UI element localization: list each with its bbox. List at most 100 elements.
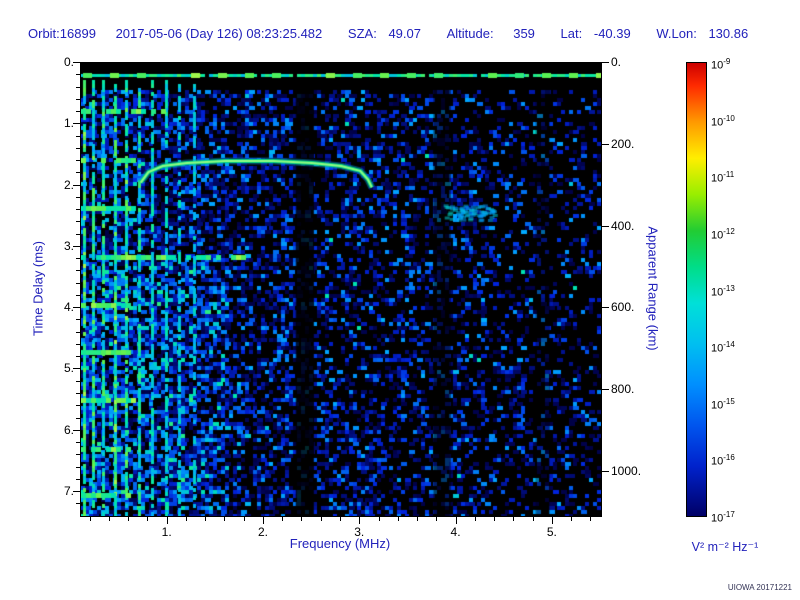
y-axis-minor-tick	[76, 356, 80, 358]
y-axis-minor-tick	[76, 233, 80, 235]
x-axis-minor-tick	[340, 517, 341, 521]
colorbar-tick-label: 10-14	[711, 340, 735, 355]
x-axis-tick-label: 4.	[450, 525, 461, 539]
y-axis-minor-tick	[76, 343, 80, 345]
y-axis-minor-tick	[76, 466, 80, 468]
x-axis-minor-tick	[436, 517, 438, 521]
y-axis-tick	[73, 184, 80, 186]
x-axis-minor-tick	[320, 517, 322, 521]
range-axis-tick-label: 600.	[611, 300, 635, 315]
spectrogram-plot	[80, 62, 602, 517]
altitude-label: Altitude:	[446, 26, 494, 41]
y-axis-minor-tick	[76, 442, 80, 444]
x-axis-minor-tick	[397, 517, 399, 521]
header-info: Orbit:16899 2017-05-06 (Day 126) 08:23:2…	[28, 26, 748, 41]
x-axis-minor-tick	[205, 517, 207, 521]
range-axis-tick-label: 400.	[611, 218, 635, 233]
y-axis-minor-tick	[76, 270, 80, 272]
range-axis-tick	[602, 62, 609, 63]
range-axis-tick-label: 800.	[611, 382, 635, 397]
x-axis-tick	[455, 517, 457, 524]
x-axis-minor-tick	[571, 517, 573, 521]
y-axis-minor-tick	[76, 160, 80, 162]
wlon-value: 130.86	[708, 26, 749, 41]
range-axis-tick	[602, 307, 609, 309]
range-axis-tick	[602, 389, 609, 391]
lat-label: Lat:	[560, 26, 583, 41]
y-axis-minor-tick	[76, 454, 80, 456]
y-axis-minor-tick	[76, 478, 80, 480]
x-axis-minor-tick	[185, 517, 187, 521]
colorbar	[686, 62, 707, 517]
y-axis-minor-tick	[76, 221, 80, 223]
y-axis-minor-tick	[76, 98, 80, 100]
y-axis-minor-tick	[76, 209, 80, 211]
x-axis-minor-tick	[89, 517, 91, 521]
y-axis-tick	[73, 123, 80, 125]
colorbar-tick-label: 10-11	[711, 170, 735, 185]
x-axis-minor-tick	[128, 517, 130, 521]
range-axis-tick	[602, 470, 609, 472]
y-axis-tick-label: 2.	[63, 177, 74, 192]
range-axis-tick	[602, 143, 609, 145]
x-axis-minor-tick	[378, 517, 380, 521]
y-axis-tick	[73, 62, 80, 63]
x-axis-minor-tick	[224, 517, 226, 521]
colorbar-tick-label: 10-13	[711, 283, 735, 299]
orbit-label: Orbit:16899	[28, 26, 96, 41]
y-axis-minor-tick	[76, 258, 80, 260]
y-axis-minor-tick	[76, 503, 80, 505]
x-axis-minor-tick	[494, 517, 496, 521]
y-axis-minor-tick	[76, 172, 80, 174]
credit-label: UIOWA 20171221	[727, 583, 792, 592]
spectrogram-canvas	[81, 63, 601, 516]
y-axis-tick	[73, 368, 80, 370]
range-axis-tick-label: 0.	[611, 55, 622, 69]
range-axis-tick-label: 200.	[611, 136, 635, 151]
y-axis-minor-tick	[76, 86, 80, 88]
y-axis-tick-label: 1.	[63, 116, 74, 131]
y-axis-tick	[73, 307, 80, 309]
x-axis-minor-tick	[282, 517, 284, 521]
x-axis-tick	[359, 517, 361, 524]
y-axis-tick-label: 7.	[63, 484, 74, 499]
y-axis-minor-tick	[76, 147, 80, 149]
x-axis-tick	[262, 517, 264, 524]
y-axis-minor-tick	[76, 74, 80, 76]
x-axis-tick-label: 2.	[257, 525, 268, 539]
x-axis-label: Frequency (MHz)	[289, 536, 391, 551]
y-axis-minor-tick	[76, 405, 80, 407]
y-axis-minor-tick	[76, 294, 80, 296]
x-axis-minor-tick	[513, 517, 515, 521]
y-axis-minor-tick	[76, 417, 80, 419]
x-axis-minor-tick	[147, 517, 149, 521]
x-axis-minor-tick	[243, 517, 245, 521]
y-axis-minor-tick	[76, 319, 80, 321]
x-axis-tick-label: 3.	[354, 525, 365, 539]
y-axis-minor-tick	[76, 111, 80, 113]
y-axis-tick	[73, 429, 80, 431]
colorbar-tick-label: 10-17	[711, 510, 735, 525]
colorbar-tick-label: 10-16	[711, 453, 735, 469]
x-axis-tick	[551, 517, 553, 524]
range-axis-tick	[602, 225, 609, 227]
x-axis-minor-tick	[417, 517, 419, 521]
x-axis-minor-tick	[301, 517, 303, 521]
x-axis-tick-label: 5.	[546, 525, 557, 539]
x-axis-minor-tick	[532, 517, 534, 521]
x-axis-minor-tick	[590, 517, 592, 521]
y-axis-tick	[73, 245, 80, 247]
range-axis-tick-label: 1000.	[611, 463, 642, 478]
y-axis-tick-label: 4.	[63, 300, 74, 315]
colorbar-tick-label: 10-15	[711, 396, 735, 412]
lat-value: -40.39	[593, 26, 631, 41]
colorbar-tick-label: 10-10	[711, 113, 735, 129]
y-axis-tick-label: 6.	[63, 422, 74, 437]
y-axis-minor-tick	[76, 393, 80, 394]
sza-value: 49.07	[388, 26, 421, 41]
y-axis-minor-tick	[76, 380, 80, 382]
datetime-label: 2017-05-06 (Day 126) 08:23:25.482	[115, 26, 323, 41]
x-axis-minor-tick	[474, 517, 476, 521]
x-axis-tick-label: 1.	[161, 525, 172, 539]
